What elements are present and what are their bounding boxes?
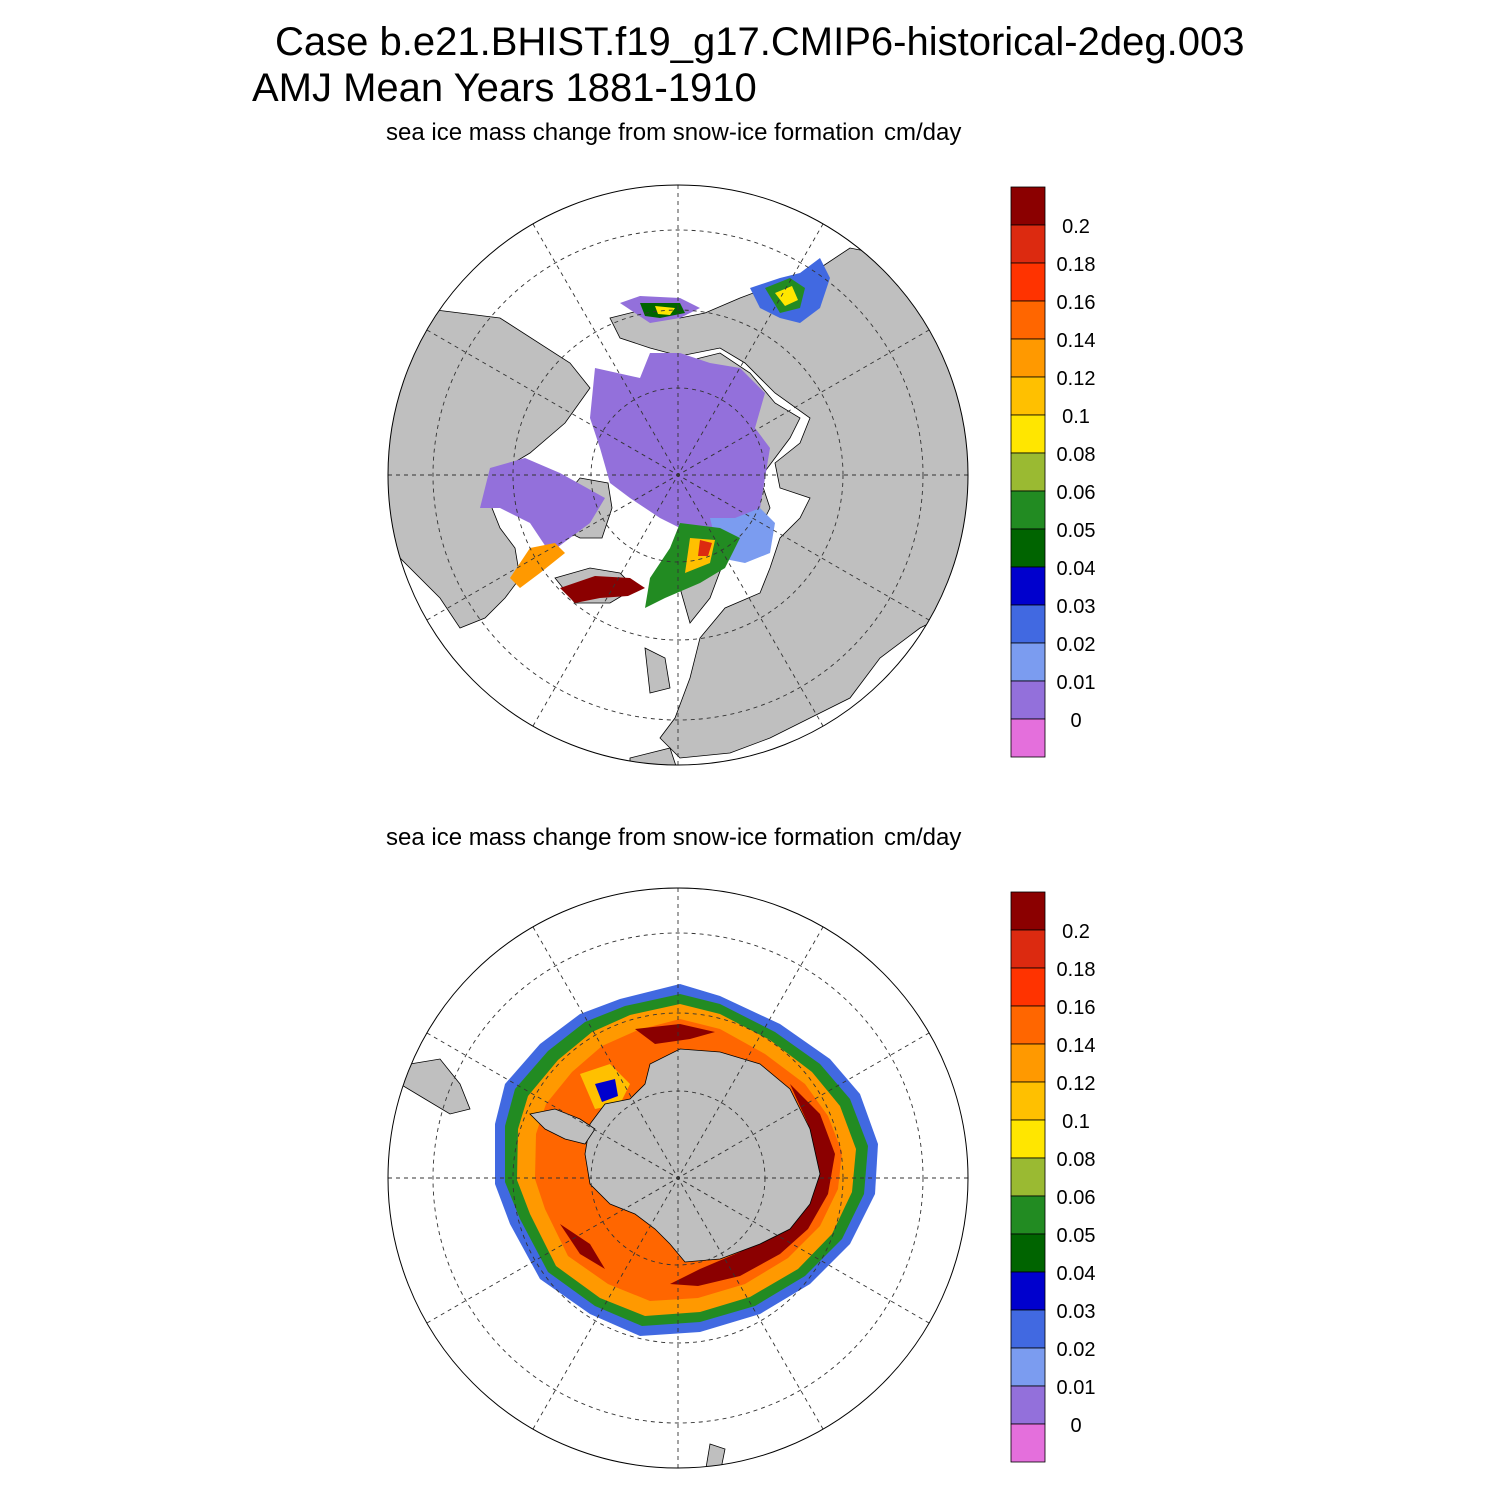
colorbar-box — [1010, 224, 1046, 264]
north-graticule — [388, 185, 968, 765]
colorbar-tick-label: 0.03 — [1057, 1301, 1096, 1323]
colorbar-tick-label: 0.04 — [1057, 1263, 1096, 1285]
colorbar-box — [1010, 414, 1046, 454]
colorbar-box — [1010, 338, 1046, 378]
colorbar-box — [1010, 566, 1046, 606]
north-colorbar-boxes — [1010, 186, 1046, 758]
south-panel-units-label: cm/day — [884, 824, 962, 851]
colorbar-box — [1010, 1157, 1046, 1197]
colorbar-tick-label: 0.18 — [1057, 959, 1096, 981]
colorbar-tick-label: 0 — [1070, 1415, 1081, 1437]
colorbar-tick-label: 0.16 — [1057, 997, 1096, 1019]
north-panel-variable-label: sea ice mass change from snow-ice format… — [386, 119, 875, 146]
south-graticule — [388, 888, 968, 1468]
colorbar-box — [1010, 452, 1046, 492]
colorbar-box — [1010, 1195, 1046, 1235]
colorbar-tick-label: 0.06 — [1057, 482, 1096, 504]
south-colorbar-boxes — [1010, 891, 1046, 1463]
colorbar-box — [1010, 1309, 1046, 1349]
colorbar-box — [1010, 1119, 1046, 1159]
colorbar-box — [1010, 891, 1046, 931]
colorbar-tick-label: 0.05 — [1057, 520, 1096, 542]
colorbar-box — [1010, 604, 1046, 644]
colorbar-tick-label: 0.03 — [1057, 596, 1096, 618]
colorbar-box — [1010, 642, 1046, 682]
colorbar-box — [1010, 1271, 1046, 1311]
colorbar-tick-label: 0.18 — [1057, 254, 1096, 276]
colorbar-box — [1010, 718, 1046, 758]
colorbar-box — [1010, 1005, 1046, 1045]
north-panel-units-label: cm/day — [884, 119, 962, 146]
colorbar-tick-label: 0.2 — [1062, 216, 1090, 238]
south-colorbar-graphic: 0.2 0.18 0.16 0.14 0.12 0.1 0.08 0.06 0.05 0.04 0.… — [1010, 891, 1096, 1463]
colorbar-tick-label: 0.14 — [1057, 1035, 1096, 1057]
colorbar-tick-label: 0.04 — [1057, 558, 1096, 580]
south-polar-map — [387, 887, 969, 1469]
colorbar-box — [1010, 376, 1046, 416]
colorbar-tick-label: 0.08 — [1057, 444, 1096, 466]
colorbar-box — [1010, 528, 1046, 568]
colorbar-tick-label: 0.1 — [1062, 1111, 1090, 1133]
figure-title-line2: AMJ Mean Years 1881-1910 — [252, 66, 757, 110]
figure-title-line1: Case b.e21.BHIST.f19_g17.CMIP6-historica… — [275, 20, 1245, 64]
north-map-frame — [387, 184, 969, 766]
colorbar-box — [1010, 262, 1046, 302]
colorbar-tick-label: 0.02 — [1057, 1339, 1096, 1361]
south-map-frame — [387, 887, 969, 1469]
colorbar-tick-label: 0.02 — [1057, 634, 1096, 656]
colorbar-box — [1010, 967, 1046, 1007]
colorbar-box — [1010, 186, 1046, 226]
colorbar-tick-label: 0.12 — [1057, 1073, 1096, 1095]
colorbar-tick-label: 0.16 — [1057, 292, 1096, 314]
colorbar-box — [1010, 929, 1046, 969]
north-polar-map — [387, 184, 969, 766]
colorbar-box — [1010, 1043, 1046, 1083]
colorbar-box — [1010, 680, 1046, 720]
colorbar-tick-label: 0.14 — [1057, 330, 1096, 352]
north-colorbar-graphic: 0.2 0.18 0.16 0.14 0.12 0.1 0.08 0.06 0.05 0.04 0.… — [1010, 186, 1096, 758]
colorbar-tick-label: 0.12 — [1057, 368, 1096, 390]
colorbar-tick-label: 0.08 — [1057, 1149, 1096, 1171]
colorbar-box — [1010, 490, 1046, 530]
colorbar-box — [1010, 1385, 1046, 1425]
colorbar-box — [1010, 1081, 1046, 1121]
colorbar-box — [1010, 1347, 1046, 1387]
colorbar-tick-label: 0 — [1070, 710, 1081, 732]
north-sea-ice-field — [480, 258, 830, 608]
colorbar-box — [1010, 1423, 1046, 1463]
colorbar-tick-label: 0.06 — [1057, 1187, 1096, 1209]
colorbar-tick-label: 0.01 — [1057, 672, 1096, 694]
colorbar-box — [1010, 1233, 1046, 1273]
colorbar-tick-label: 0.2 — [1062, 921, 1090, 943]
colorbar-tick-label: 0.01 — [1057, 1377, 1096, 1399]
colorbar-tick-label: 0.1 — [1062, 406, 1090, 428]
south-panel-variable-label: sea ice mass change from snow-ice format… — [386, 824, 875, 851]
colorbar-box — [1010, 300, 1046, 340]
colorbar-tick-label: 0.05 — [1057, 1225, 1096, 1247]
